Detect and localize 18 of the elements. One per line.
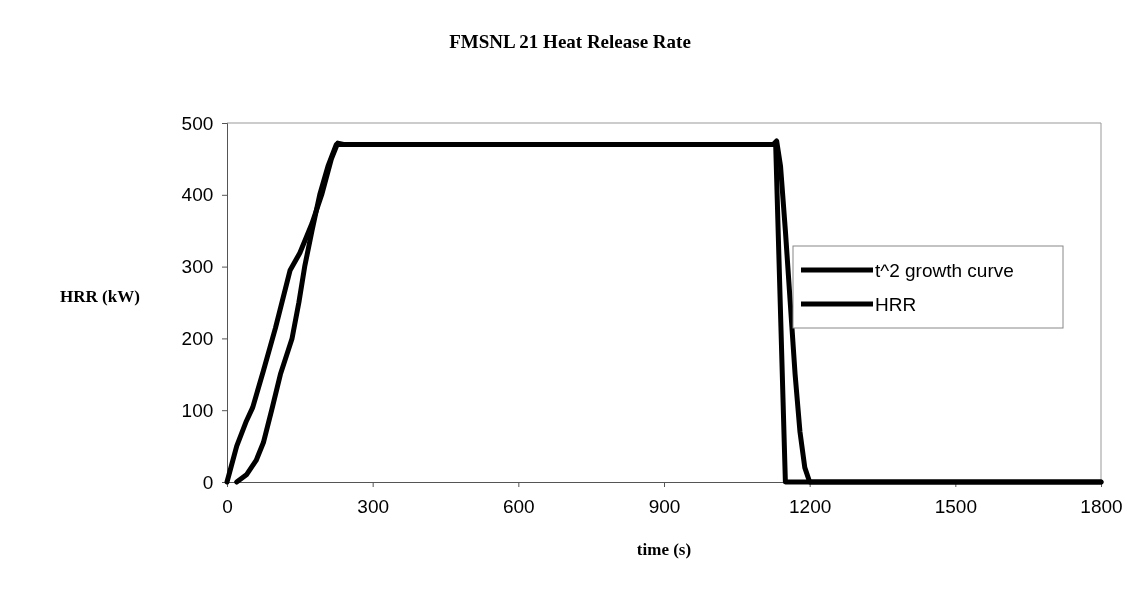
y-tick-label: 200 — [181, 327, 214, 349]
x-tick-label: 1800 — [1080, 495, 1123, 517]
y-tick-label: 0 — [202, 471, 214, 493]
x-tick-label: 0 — [222, 495, 233, 517]
x-axis-title: time (s) — [636, 540, 692, 559]
x-tick-label: 600 — [502, 495, 535, 517]
y-axis-title: HRR (kW) — [60, 287, 140, 306]
x-tick-label: 900 — [648, 495, 681, 517]
x-tick-label: 1200 — [789, 495, 832, 517]
y-tick-label: 100 — [181, 399, 214, 421]
legend-label: t^2 growth curve — [875, 260, 1014, 281]
x-tick-label: 300 — [357, 495, 390, 517]
y-tick-label: 500 — [181, 112, 214, 134]
y-tick-label: 300 — [181, 256, 214, 278]
legend-label: HRR — [875, 294, 917, 315]
chart-title: FMSNL 21 Heat Release Rate — [449, 31, 691, 52]
x-tick-label: 1500 — [934, 495, 977, 517]
y-tick-label: 400 — [181, 184, 214, 206]
